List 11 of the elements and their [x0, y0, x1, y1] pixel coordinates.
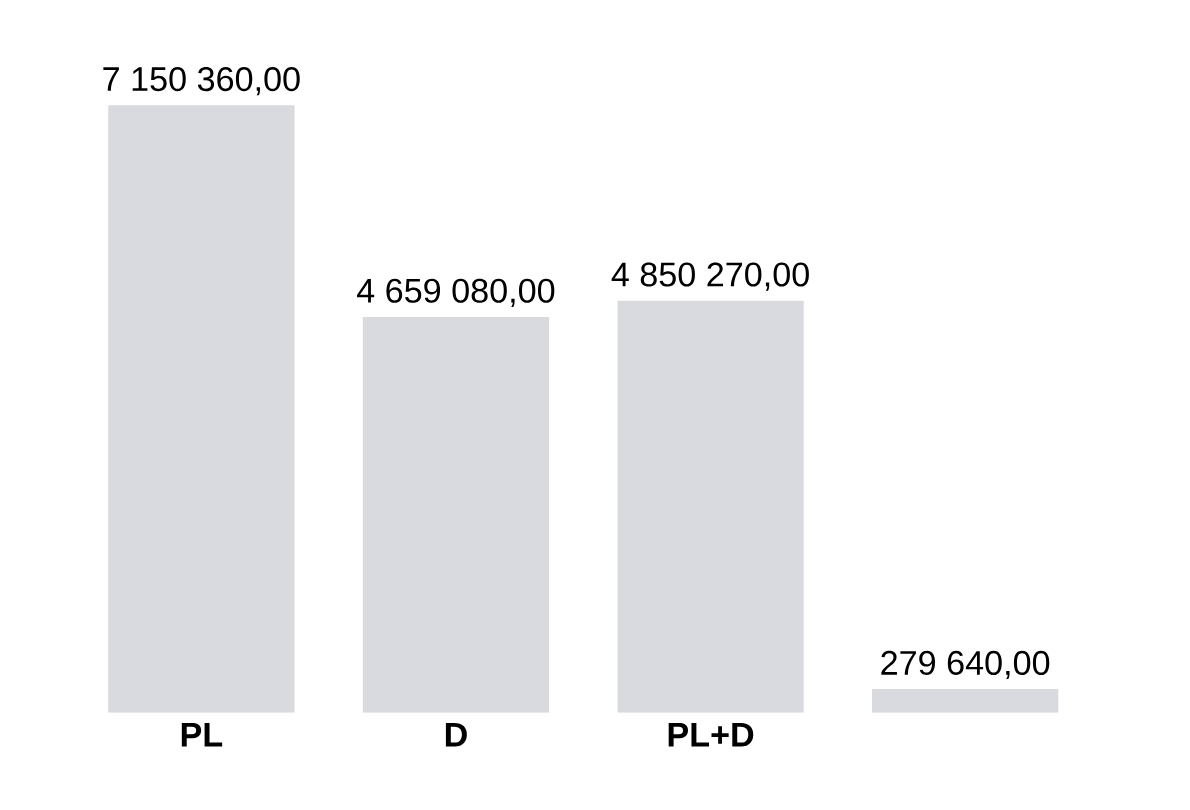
- data-label: 279 640,00: [881, 650, 1050, 680]
- data-label: 4 659 080,00: [357, 278, 555, 307]
- bar: [108, 105, 295, 713]
- data-label: 4 850 270,00: [611, 262, 809, 291]
- bar: [871, 689, 1059, 713]
- x-tick-label: D: [445, 722, 467, 747]
- bar: [362, 316, 550, 713]
- x-tick-label: PL: [181, 722, 223, 747]
- x-tick-label: PL+D: [668, 722, 754, 747]
- data-label: 7 150 360,00: [103, 66, 300, 96]
- bar: [617, 300, 804, 713]
